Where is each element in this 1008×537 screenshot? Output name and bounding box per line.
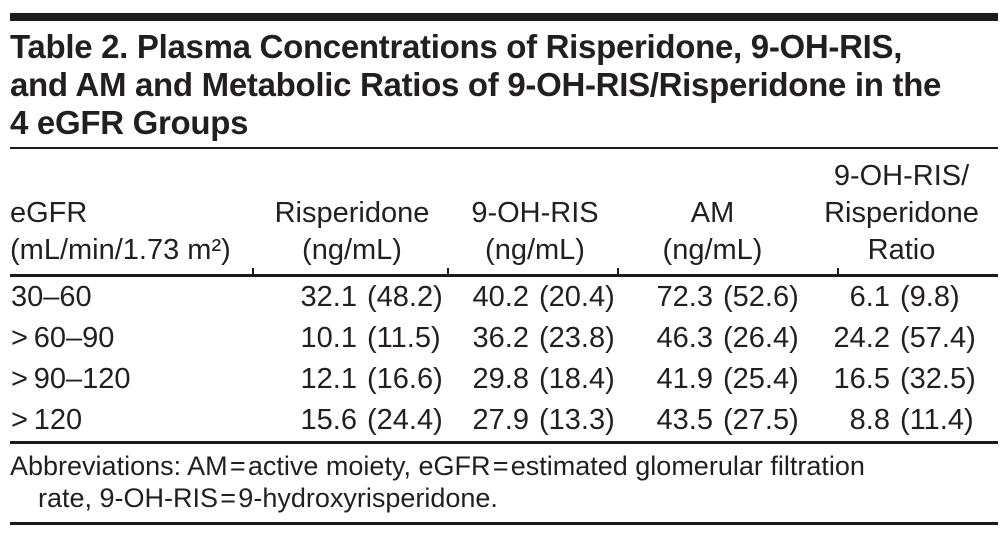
9-oh-ris-value-cell: 27.9 (13.3) xyxy=(450,400,620,441)
header-divider xyxy=(10,268,998,277)
column-header-ratio: 9-OH-RIS/ Risperidone Ratio xyxy=(805,149,998,274)
column-header-line: (mL/min/1.73 m²) xyxy=(10,234,231,266)
mean-value: 6.1 xyxy=(849,281,890,313)
egfr-range-cell: > 90–120 xyxy=(11,363,131,395)
column-header-line: (ng/mL) xyxy=(662,234,763,266)
column-tick xyxy=(252,268,254,274)
mean-value: 10.1 xyxy=(300,322,357,354)
table-title-line: Table 2. Plasma Concentrations of Risper… xyxy=(10,28,903,65)
am-value-cell: 72.3 (52.6) xyxy=(620,277,805,318)
sd-value: (26.4) xyxy=(723,322,799,354)
column-header-risperidone: Risperidone (ng/mL) xyxy=(254,149,450,274)
mean-value: 8.8 xyxy=(849,404,890,436)
column-header-egfr: eGFR (mL/min/1.73 m²) xyxy=(10,149,254,274)
table-row: > 90–120 12.1 (16.6) 29.8 (18.4) 41.9 (25.4… xyxy=(10,359,998,400)
sd-value: (13.3) xyxy=(539,404,615,436)
mean-value: 27.9 xyxy=(472,404,529,436)
table-row: > 120 15.6 (24.4) 27.9 (13.3) 43.5 (27.5) 8… xyxy=(10,400,998,441)
table-bottom-border xyxy=(10,522,998,525)
sd-value: (20.4) xyxy=(539,281,615,313)
table-row: > 60–90 10.1 (11.5) 36.2 (23.8) 46.3 (26.4)… xyxy=(10,318,998,359)
table-footnote: Abbreviations: AM = active moiety, eGFR … xyxy=(10,450,998,514)
column-header-am: AM (ng/mL) xyxy=(620,149,805,274)
header-row: eGFR (mL/min/1.73 m²) Risperidone (ng/mL… xyxy=(10,149,998,274)
column-tick xyxy=(837,268,839,274)
egfr-concentration-table: eGFR (mL/min/1.73 m²) Risperidone (ng/mL… xyxy=(10,149,998,274)
risperidone-value-cell: 12.1 (16.6) xyxy=(254,359,450,400)
column-header-line: Risperidone xyxy=(274,197,430,229)
column-header-line: Ratio xyxy=(867,234,936,266)
sd-value: (27.5) xyxy=(723,404,799,436)
am-value-cell: 46.3 (26.4) xyxy=(620,318,805,359)
mean-value: 12.1 xyxy=(300,363,357,395)
ratio-value-cell: 16.5 (32.5) xyxy=(805,359,998,400)
mean-value: 43.5 xyxy=(656,404,713,436)
egfr-range-cell: 30–60 xyxy=(11,281,92,313)
am-value-cell: 43.5 (27.5) xyxy=(620,400,805,441)
sd-value: (32.5) xyxy=(900,363,976,395)
risperidone-value-cell: 10.1 (11.5) xyxy=(254,318,450,359)
sd-value: (11.5) xyxy=(367,322,441,354)
column-tick xyxy=(447,268,449,274)
mean-value: 24.2 xyxy=(833,322,890,354)
sd-value: (11.4) xyxy=(900,404,974,436)
sd-value: (25.4) xyxy=(723,363,799,395)
sd-value: (9.8) xyxy=(900,281,960,313)
sd-value: (18.4) xyxy=(539,363,615,395)
risperidone-value-cell: 32.1 (48.2) xyxy=(254,277,450,318)
sd-value: (23.8) xyxy=(539,322,615,354)
footnote-line: rate, 9-OH-RIS = 9-hydroxyrisperidone. xyxy=(38,483,498,513)
column-header-line: (ng/mL) xyxy=(485,234,585,266)
egfr-range-cell: > 60–90 xyxy=(11,322,115,354)
table-row: 30–60 32.1 (48.2) 40.2 (20.4) 72.3 (52.6) 6… xyxy=(10,277,998,318)
mean-value: 41.9 xyxy=(656,363,713,395)
column-header-line: eGFR xyxy=(10,197,88,229)
column-header-line: AM xyxy=(690,197,735,229)
sd-value: (57.4) xyxy=(900,322,976,354)
am-value-cell: 41.9 (25.4) xyxy=(620,359,805,400)
mean-value: 46.3 xyxy=(656,322,713,354)
table-body: 30–60 32.1 (48.2) 40.2 (20.4) 72.3 (52.6) 6… xyxy=(10,277,998,441)
ratio-value-cell: 6.1 (9.8) xyxy=(805,277,998,318)
column-header-line: 9-OH-RIS/ xyxy=(833,160,970,192)
sd-value: (16.6) xyxy=(367,363,443,395)
mean-value: 32.1 xyxy=(300,281,357,313)
table-title-line: 4 eGFR Groups xyxy=(10,104,249,141)
sd-value: (52.6) xyxy=(723,281,799,313)
9-oh-ris-value-cell: 40.2 (20.4) xyxy=(450,277,620,318)
9-oh-ris-value-cell: 36.2 (23.8) xyxy=(450,318,620,359)
table-top-border xyxy=(10,13,998,21)
mean-value: 40.2 xyxy=(472,281,529,313)
column-tick xyxy=(617,268,619,274)
column-header-9-oh-ris: 9-OH-RIS (ng/mL) xyxy=(450,149,620,274)
mean-value: 36.2 xyxy=(472,322,529,354)
table-title: Table 2. Plasma Concentrations of Risper… xyxy=(10,28,998,142)
sd-value: (24.4) xyxy=(367,404,443,436)
mean-value: 72.3 xyxy=(656,281,713,313)
risperidone-value-cell: 15.6 (24.4) xyxy=(254,400,450,441)
table-header: eGFR (mL/min/1.73 m²) Risperidone (ng/mL… xyxy=(10,149,998,274)
column-header-line: 9-OH-RIS xyxy=(471,197,599,229)
mean-value: 15.6 xyxy=(300,404,357,436)
table-title-line: and AM and Metabolic Ratios of 9-OH-RIS/… xyxy=(10,66,942,103)
title-divider xyxy=(10,147,998,149)
9-oh-ris-value-cell: 29.8 (18.4) xyxy=(450,359,620,400)
column-header-line: (ng/mL) xyxy=(302,234,402,266)
sd-value: (48.2) xyxy=(367,281,443,313)
mean-value: 29.8 xyxy=(472,363,529,395)
ratio-value-cell: 24.2 (57.4) xyxy=(805,318,998,359)
egfr-concentration-table-body: 30–60 32.1 (48.2) 40.2 (20.4) 72.3 (52.6) 6… xyxy=(10,277,998,441)
mean-value: 16.5 xyxy=(833,363,890,395)
column-header-line: Risperidone xyxy=(824,197,979,229)
table-figure: Table 2. Plasma Concentrations of Risper… xyxy=(10,13,998,525)
egfr-range-cell: > 120 xyxy=(11,404,83,436)
body-divider xyxy=(10,441,998,444)
ratio-value-cell: 8.8 (11.4) xyxy=(805,400,998,441)
footnote-line: Abbreviations: AM = active moiety, eGFR … xyxy=(10,451,865,481)
